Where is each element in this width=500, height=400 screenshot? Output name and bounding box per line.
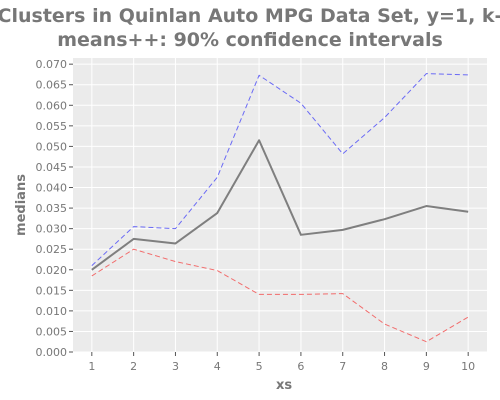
y-tick-label: 0.000 xyxy=(36,346,68,359)
y-tick-label: 0.045 xyxy=(36,161,68,174)
chart-title-line-2: means++: 90% confidence intervals xyxy=(57,29,443,51)
x-tick-label: 6 xyxy=(297,360,304,373)
y-tick-label: 0.030 xyxy=(36,223,68,236)
y-tick-label: 0.040 xyxy=(36,182,68,195)
x-tick-label: 4 xyxy=(214,360,221,373)
x-tick-label: 5 xyxy=(256,360,263,373)
y-tick-label: 0.060 xyxy=(36,99,68,112)
x-tick-label: 7 xyxy=(339,360,346,373)
x-tick-label: 9 xyxy=(423,360,430,373)
series-line-upper xyxy=(91,73,469,267)
y-tick-label: 0.050 xyxy=(36,140,68,153)
chart-title-line-1: Clusters in Quinlan Auto MPG Data Set, y… xyxy=(0,5,500,27)
x-tick-label: 1 xyxy=(88,360,95,373)
plot-background xyxy=(73,58,487,352)
x-axis-label: xs xyxy=(276,378,292,393)
y-tick-label: 0.020 xyxy=(36,264,68,277)
series-line-median xyxy=(91,139,469,271)
x-tick-label: 10 xyxy=(461,360,475,373)
x-tick-label: 2 xyxy=(130,360,137,373)
x-tick-label: 3 xyxy=(172,360,179,373)
x-tick-label: 8 xyxy=(381,360,388,373)
y-tick-label: 0.070 xyxy=(36,58,68,71)
y-tick-label: 0.055 xyxy=(36,120,68,133)
y-tick-label: 0.035 xyxy=(36,202,68,215)
y-tick-label: 0.065 xyxy=(36,79,68,92)
y-tick-label: 0.025 xyxy=(36,243,68,256)
y-tick-label: 0.015 xyxy=(36,284,68,297)
y-tick-label: 0.010 xyxy=(36,305,68,318)
y-tick-label: 0.005 xyxy=(36,325,68,338)
y-axis-label: medians xyxy=(14,174,29,236)
plot-area: 0.000 0.005 0.010 0.015 0.020 0.025 0.030 0.035… xyxy=(36,58,487,373)
